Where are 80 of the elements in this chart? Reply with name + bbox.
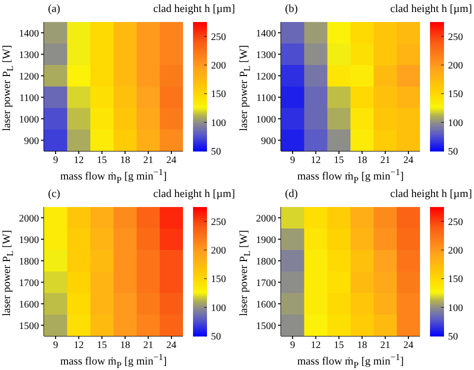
- x-tick-label: 21: [380, 340, 390, 352]
- x-axis-title: mass flow ṁ$_{P}$ [g min$^{−1}$]: [59, 351, 168, 370]
- x-tick-label: 12: [310, 340, 321, 352]
- x-tick-label: 12: [74, 340, 84, 352]
- y-tick-label: 900: [261, 136, 276, 147]
- y-tick-label: 1100: [256, 92, 276, 104]
- color-bar-label: 200: [448, 60, 463, 72]
- color-bar-label: 100: [448, 118, 463, 129]
- y-tick-label: 900: [24, 136, 39, 147]
- x-tick-label: 24: [166, 155, 176, 166]
- x-tick-label: 12: [310, 155, 321, 166]
- color-bar-label: 150: [211, 274, 226, 286]
- color-bar-label: 200: [211, 246, 226, 256]
- chart-title: (d): [285, 188, 298, 201]
- color-bar-label: 200: [448, 246, 463, 256]
- x-tick-label: 9: [290, 340, 296, 352]
- color-bar-label: 250: [211, 216, 226, 228]
- x-tick-label: 9: [53, 340, 58, 352]
- y-tick-label: 1900: [19, 234, 39, 246]
- x-tick-label: 9: [290, 155, 296, 166]
- y-tick-label: 1900: [256, 234, 276, 246]
- color-bar-label: 50: [211, 146, 221, 158]
- y-tick-label: 1400: [256, 28, 276, 40]
- x-tick-label: 18: [120, 340, 130, 352]
- color-bar-label: 150: [211, 89, 226, 100]
- y-tick-label: 1600: [256, 299, 276, 310]
- x-tick-label: 18: [357, 340, 368, 352]
- x-tick-label: 24: [403, 340, 414, 352]
- y-tick-label: 1700: [19, 278, 39, 289]
- y-tick-label: 1200: [19, 71, 39, 82]
- color-bar-label: 50: [448, 146, 458, 158]
- x-axis-title: mass flow ṁ$_{P}$ [g min$^{−1}$]: [59, 166, 168, 187]
- chart-title: (b): [285, 3, 298, 16]
- y-tick-label: 1000: [256, 114, 276, 126]
- y-tick-label: 1300: [256, 50, 276, 61]
- y-tick-label: 1400: [19, 28, 39, 40]
- color-bar-label: 150: [448, 274, 463, 286]
- x-tick-label: 24: [403, 155, 414, 166]
- color-bar-title: clad height h [µm]: [153, 3, 235, 16]
- x-tick-label: 21: [380, 155, 390, 166]
- y-tick-label: 1100: [19, 92, 39, 104]
- chart-title: (a): [48, 3, 60, 16]
- color-bar-label: 250: [448, 216, 463, 228]
- color-bar-label: 250: [448, 32, 463, 43]
- x-tick-label: 15: [96, 155, 107, 166]
- y-tick-label: 1500: [19, 320, 39, 332]
- y-tick-label: 1700: [256, 278, 276, 289]
- x-tick-label: 15: [334, 155, 344, 166]
- y-tick-label: 1600: [19, 299, 39, 310]
- x-tick-label: 18: [357, 155, 368, 166]
- y-tick-label: 1000: [19, 114, 39, 126]
- y-tick-label: 1200: [256, 71, 276, 82]
- color-bar-label: 100: [211, 302, 226, 314]
- color-bar-title: clad height h [µm]: [390, 188, 472, 201]
- x-tick-label: 9: [53, 155, 58, 166]
- x-axis-title: mass flow ṁ$_{P}$ [g min$^{−1}$]: [296, 351, 405, 370]
- x-tick-label: 21: [143, 155, 154, 166]
- x-tick-label: 15: [96, 340, 107, 352]
- y-tick-label: 2000: [256, 213, 276, 224]
- y-tick-label: 1500: [256, 320, 276, 332]
- y-tick-label: 1300: [19, 50, 39, 61]
- color-bar-label: 100: [211, 118, 226, 129]
- x-tick-label: 12: [74, 155, 84, 166]
- x-axis-title: mass flow ṁ$_{P}$ [g min$^{−1}$]: [296, 166, 405, 187]
- x-tick-label: 15: [334, 340, 344, 352]
- x-tick-label: 18: [120, 155, 130, 166]
- color-bar-label: 150: [448, 89, 463, 100]
- y-tick-label: 1800: [256, 256, 276, 268]
- x-tick-label: 24: [166, 340, 176, 352]
- y-tick-label: 2000: [19, 213, 39, 224]
- color-bar-title: clad height h [µm]: [390, 3, 472, 16]
- chart-title: (c): [48, 188, 60, 201]
- color-bar-label: 50: [448, 332, 458, 342]
- color-bar-title: clad height h [µm]: [153, 188, 235, 201]
- color-bar-label: 50: [211, 332, 221, 342]
- x-tick-label: 21: [143, 340, 154, 352]
- color-bar-label: 250: [211, 32, 226, 43]
- color-bar-label: 100: [448, 302, 463, 314]
- color-bar-label: 200: [211, 60, 226, 72]
- y-tick-label: 1800: [19, 256, 39, 268]
